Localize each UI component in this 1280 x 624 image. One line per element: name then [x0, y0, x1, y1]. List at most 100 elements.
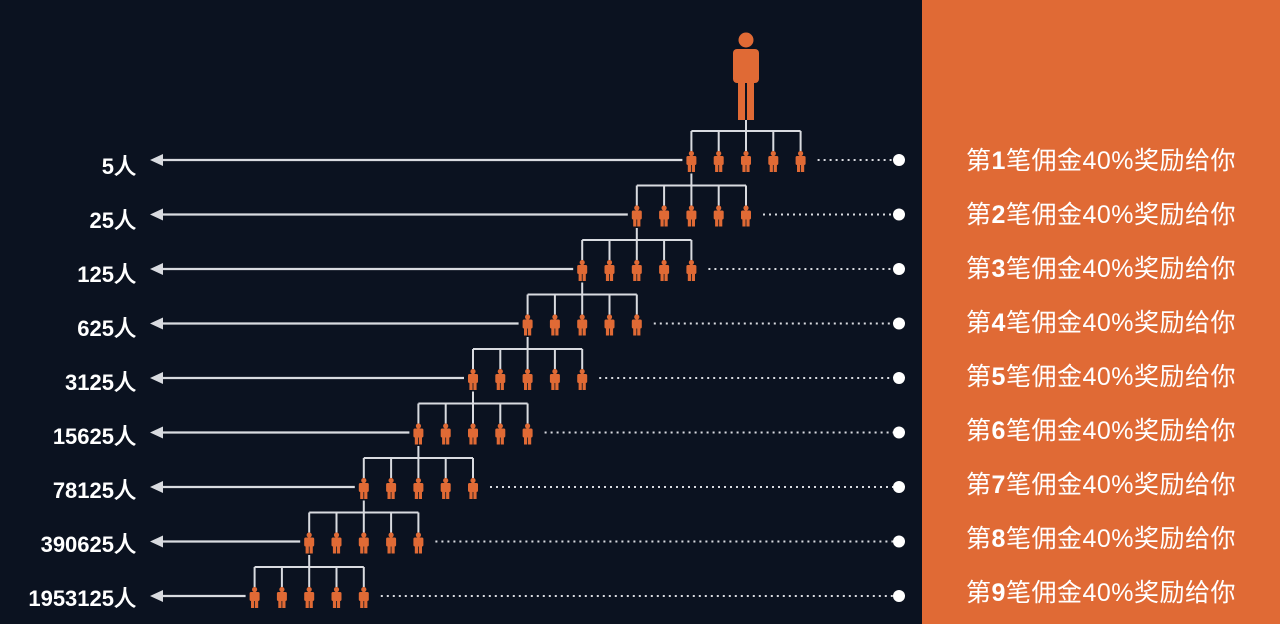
person-icon — [604, 259, 615, 281]
person-icon — [577, 314, 588, 336]
reward-suffix: 笔佣金40%奖励给你 — [1005, 201, 1236, 229]
arrow-left-icon — [150, 590, 163, 602]
level-reward-8: 第8笔佣金40%奖励给你 — [922, 524, 1280, 554]
person-icon — [549, 368, 560, 390]
arrow-left-icon — [150, 317, 163, 330]
reward-suffix: 笔佣金40%奖励给你 — [1005, 525, 1236, 553]
level-reward-5: 第5笔佣金40%奖励给你 — [922, 362, 1280, 392]
reward-prefix: 第 — [966, 309, 992, 337]
person-icon — [631, 205, 642, 227]
arrow-left-icon — [150, 372, 163, 384]
person-icon — [468, 423, 478, 445]
person-icon — [686, 205, 697, 227]
level-reward-4: 第4笔佣金40%奖励给你 — [922, 308, 1280, 338]
reward-suffix: 笔佣金40%奖励给你 — [1005, 579, 1236, 607]
dot-icon — [893, 208, 905, 221]
dot-icon — [893, 590, 905, 602]
dot-icon — [893, 426, 905, 439]
level-count-2: 25人 — [89, 208, 136, 233]
arrow-left-icon — [150, 426, 163, 439]
level-count-5: 3125人 — [65, 370, 136, 395]
reward-suffix: 笔佣金40%奖励给你 — [1005, 309, 1236, 337]
dot-icon — [893, 154, 905, 166]
person-icon — [386, 477, 397, 499]
reward-number: 9 — [991, 579, 1006, 607]
reward-number: 5 — [991, 363, 1006, 391]
reward-panel — [922, 0, 1280, 624]
level-reward-7: 第7笔佣金40%奖励给你 — [922, 470, 1280, 500]
dot-icon — [893, 317, 905, 330]
reward-number: 3 — [991, 255, 1006, 283]
reward-prefix: 第 — [966, 525, 992, 553]
reward-prefix: 第 — [966, 471, 992, 499]
reward-number: 7 — [991, 471, 1006, 499]
reward-number: 2 — [991, 201, 1006, 229]
reward-prefix: 第 — [966, 417, 992, 445]
person-icon — [304, 532, 315, 554]
person-icon — [577, 259, 588, 281]
level-reward-1: 第1笔佣金40%奖励给你 — [922, 146, 1280, 176]
person-icon — [440, 477, 451, 499]
person-icon — [358, 586, 369, 608]
person-icon — [713, 150, 724, 172]
reward-suffix: 笔佣金40%奖励给你 — [1005, 363, 1236, 391]
reward-number: 8 — [991, 525, 1006, 553]
reward-prefix: 第 — [966, 579, 992, 607]
person-icon — [741, 205, 751, 227]
person-icon — [331, 532, 342, 554]
person-icon — [468, 368, 478, 390]
person-icon — [659, 205, 670, 227]
person-icon — [522, 314, 533, 336]
arrow-left-icon — [150, 535, 163, 548]
level-count-8: 390625人 — [40, 532, 136, 557]
arrow-left-icon — [150, 208, 163, 221]
person-icon — [495, 423, 506, 445]
level-count-4: 625人 — [77, 316, 136, 341]
dot-icon — [893, 535, 905, 548]
diagram-background — [0, 0, 922, 624]
person-icon — [549, 314, 560, 336]
reward-prefix: 第 — [966, 363, 992, 391]
level-reward-3: 第3笔佣金40%奖励给你 — [922, 254, 1280, 284]
person-icon — [440, 423, 451, 445]
reward-number: 4 — [991, 309, 1006, 337]
level-reward-9: 第9笔佣金40%奖励给你 — [922, 578, 1280, 608]
level-count-9: 1953125人 — [28, 586, 136, 611]
arrow-left-icon — [150, 481, 163, 493]
reward-suffix: 笔佣金40%奖励给你 — [1005, 417, 1236, 445]
person-icon — [713, 205, 724, 227]
person-icon — [495, 368, 506, 390]
person-icon — [741, 150, 751, 172]
level-count-6: 15625人 — [52, 424, 136, 449]
person-icon — [631, 259, 642, 281]
reward-suffix: 笔佣金40%奖励给你 — [1005, 147, 1236, 175]
person-icon — [631, 314, 642, 336]
level-count-1: 5人 — [101, 154, 136, 179]
reward-suffix: 笔佣金40%奖励给你 — [1005, 255, 1236, 283]
level-count-7: 78125人 — [52, 478, 136, 503]
person-icon — [604, 314, 615, 336]
reward-number: 1 — [991, 147, 1006, 175]
person-icon — [331, 586, 342, 608]
dot-icon — [893, 372, 905, 384]
arrow-left-icon — [150, 154, 163, 166]
root-person-icon — [733, 32, 759, 120]
person-icon — [304, 586, 315, 608]
level-reward-6: 第6笔佣金40%奖励给你 — [922, 416, 1280, 446]
person-icon — [577, 368, 588, 390]
person-icon — [386, 532, 397, 554]
reward-suffix: 笔佣金40%奖励给你 — [1005, 471, 1236, 499]
person-icon — [795, 150, 806, 172]
person-icon — [522, 423, 533, 445]
dot-icon — [893, 481, 905, 493]
person-icon — [468, 477, 478, 499]
person-icon — [358, 532, 369, 554]
reward-prefix: 第 — [966, 255, 992, 283]
person-icon — [413, 532, 424, 554]
dot-icon — [893, 263, 905, 275]
person-icon — [276, 586, 287, 608]
reward-prefix: 第 — [966, 147, 992, 175]
person-icon — [358, 477, 369, 499]
